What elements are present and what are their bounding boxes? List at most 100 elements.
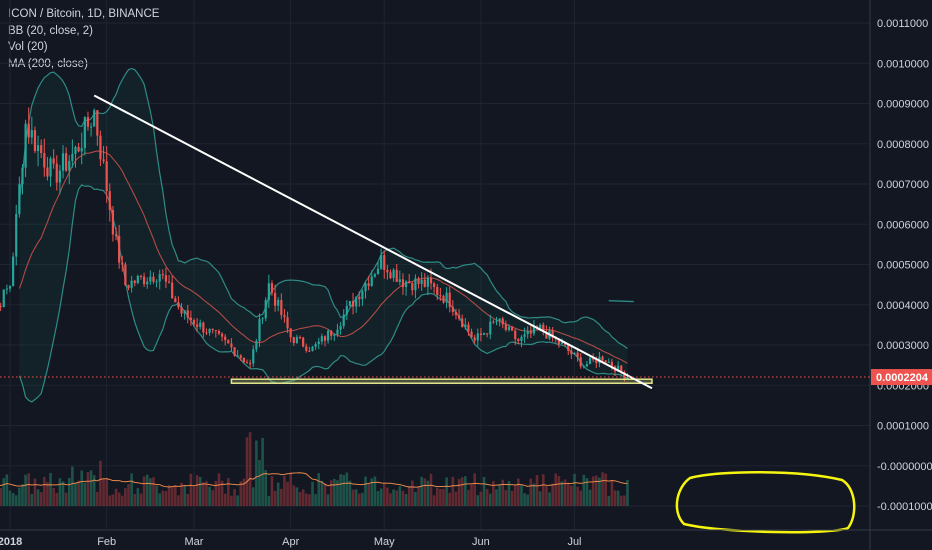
price-tick-label: -0.0000000 [877,461,932,473]
candle-body [573,352,576,355]
volume-bar [136,488,140,506]
candle-body [146,281,149,285]
candle-body [280,300,283,316]
volume-bar [320,480,324,506]
volume-bar [261,437,264,506]
price-tick-label: 0.0009000 [877,99,929,111]
volume-bar [239,481,243,506]
candle-body [46,167,49,177]
candle-body [595,359,598,364]
candle-body [498,318,501,321]
volume-bar [102,479,105,506]
volume-bar [139,493,143,506]
candle-body [426,277,429,287]
candle-body [33,130,37,152]
volume-bar [545,485,548,506]
volume-bar [242,478,246,506]
candle-body [15,214,18,257]
volume-bar [89,470,93,506]
candle-body [607,361,610,363]
volume-bar [258,459,261,506]
volume-bar [323,483,327,506]
candle-body [2,289,5,307]
candle-body [43,153,46,168]
candle-body [233,347,236,356]
candle-body [398,279,401,282]
candle-body [239,355,242,358]
volume-bar [482,477,486,506]
volume-bar [227,478,230,506]
candle-body [245,362,249,364]
time-axis[interactable]: 2018 Feb Mar Apr May Jun Jul [0,529,932,548]
volume-bars [0,432,629,506]
volume-bar [345,472,349,506]
bb-lower [18,184,628,403]
legend-bollinger: BB (20, close, 2) [8,24,94,37]
candle-body [451,306,454,312]
volume-bar [223,493,227,506]
volume-bar [607,495,611,506]
candle-body [417,278,420,284]
volume-bar [411,480,414,506]
candle-body [454,311,458,316]
candle-body [302,337,305,347]
candle-body [305,346,308,351]
volume-bar [108,495,112,506]
volume-bar [173,485,177,506]
candle-body [158,274,161,282]
candle-body [448,292,451,307]
price-tick-label: 0.0010000 [877,58,929,70]
volume-bar [395,490,399,506]
candle-body [211,328,214,331]
candle-body [610,361,613,367]
candle-body [604,360,607,363]
candle-body [626,377,629,379]
volume-bar [398,486,402,506]
candle-body [205,332,208,334]
volume-bar [588,489,592,506]
candle-body [99,135,102,160]
candle-body [367,283,370,286]
volume-bar [367,483,370,506]
volume-bar [27,473,31,506]
volume-bar [233,488,236,506]
volume-bar [591,476,595,506]
volume-bar [251,487,255,506]
price-tick-label: 0.0007000 [877,179,929,191]
volume-bar [83,482,87,506]
volume-bar [386,487,389,506]
volume-bar [58,478,62,506]
volume-bar [245,437,249,506]
candle-body [277,300,280,306]
volume-bar [570,485,573,506]
candle-body [333,334,336,336]
candle-body [183,310,186,314]
volume-bar [460,477,464,506]
volume-bar [423,478,427,506]
price-axis[interactable]: 0.0011000 0.0010000 0.0009000 0.0008000 0.00… [869,0,932,550]
price-tick-label: 0.0005000 [877,260,929,272]
volume-bar [470,484,473,506]
volume-bar [336,480,339,506]
candle-body [617,365,620,372]
volume-bar [448,492,452,506]
volume-bar [2,478,6,506]
candle-body [255,340,258,350]
candle-body [89,126,93,128]
candle-body [36,145,40,152]
candle-body [202,322,205,333]
volume-bar [211,490,215,506]
candlesticks [0,107,629,382]
volume-bar [576,486,579,506]
candle-body [127,285,130,288]
candle-body [467,324,470,332]
candle-body [224,336,227,341]
candle-body [124,264,127,286]
candle-body [199,322,202,327]
volume-bar [74,482,77,506]
candle-body [592,357,595,360]
candle-body [601,356,604,361]
candle-body [330,330,333,336]
volume-bar [152,477,155,506]
